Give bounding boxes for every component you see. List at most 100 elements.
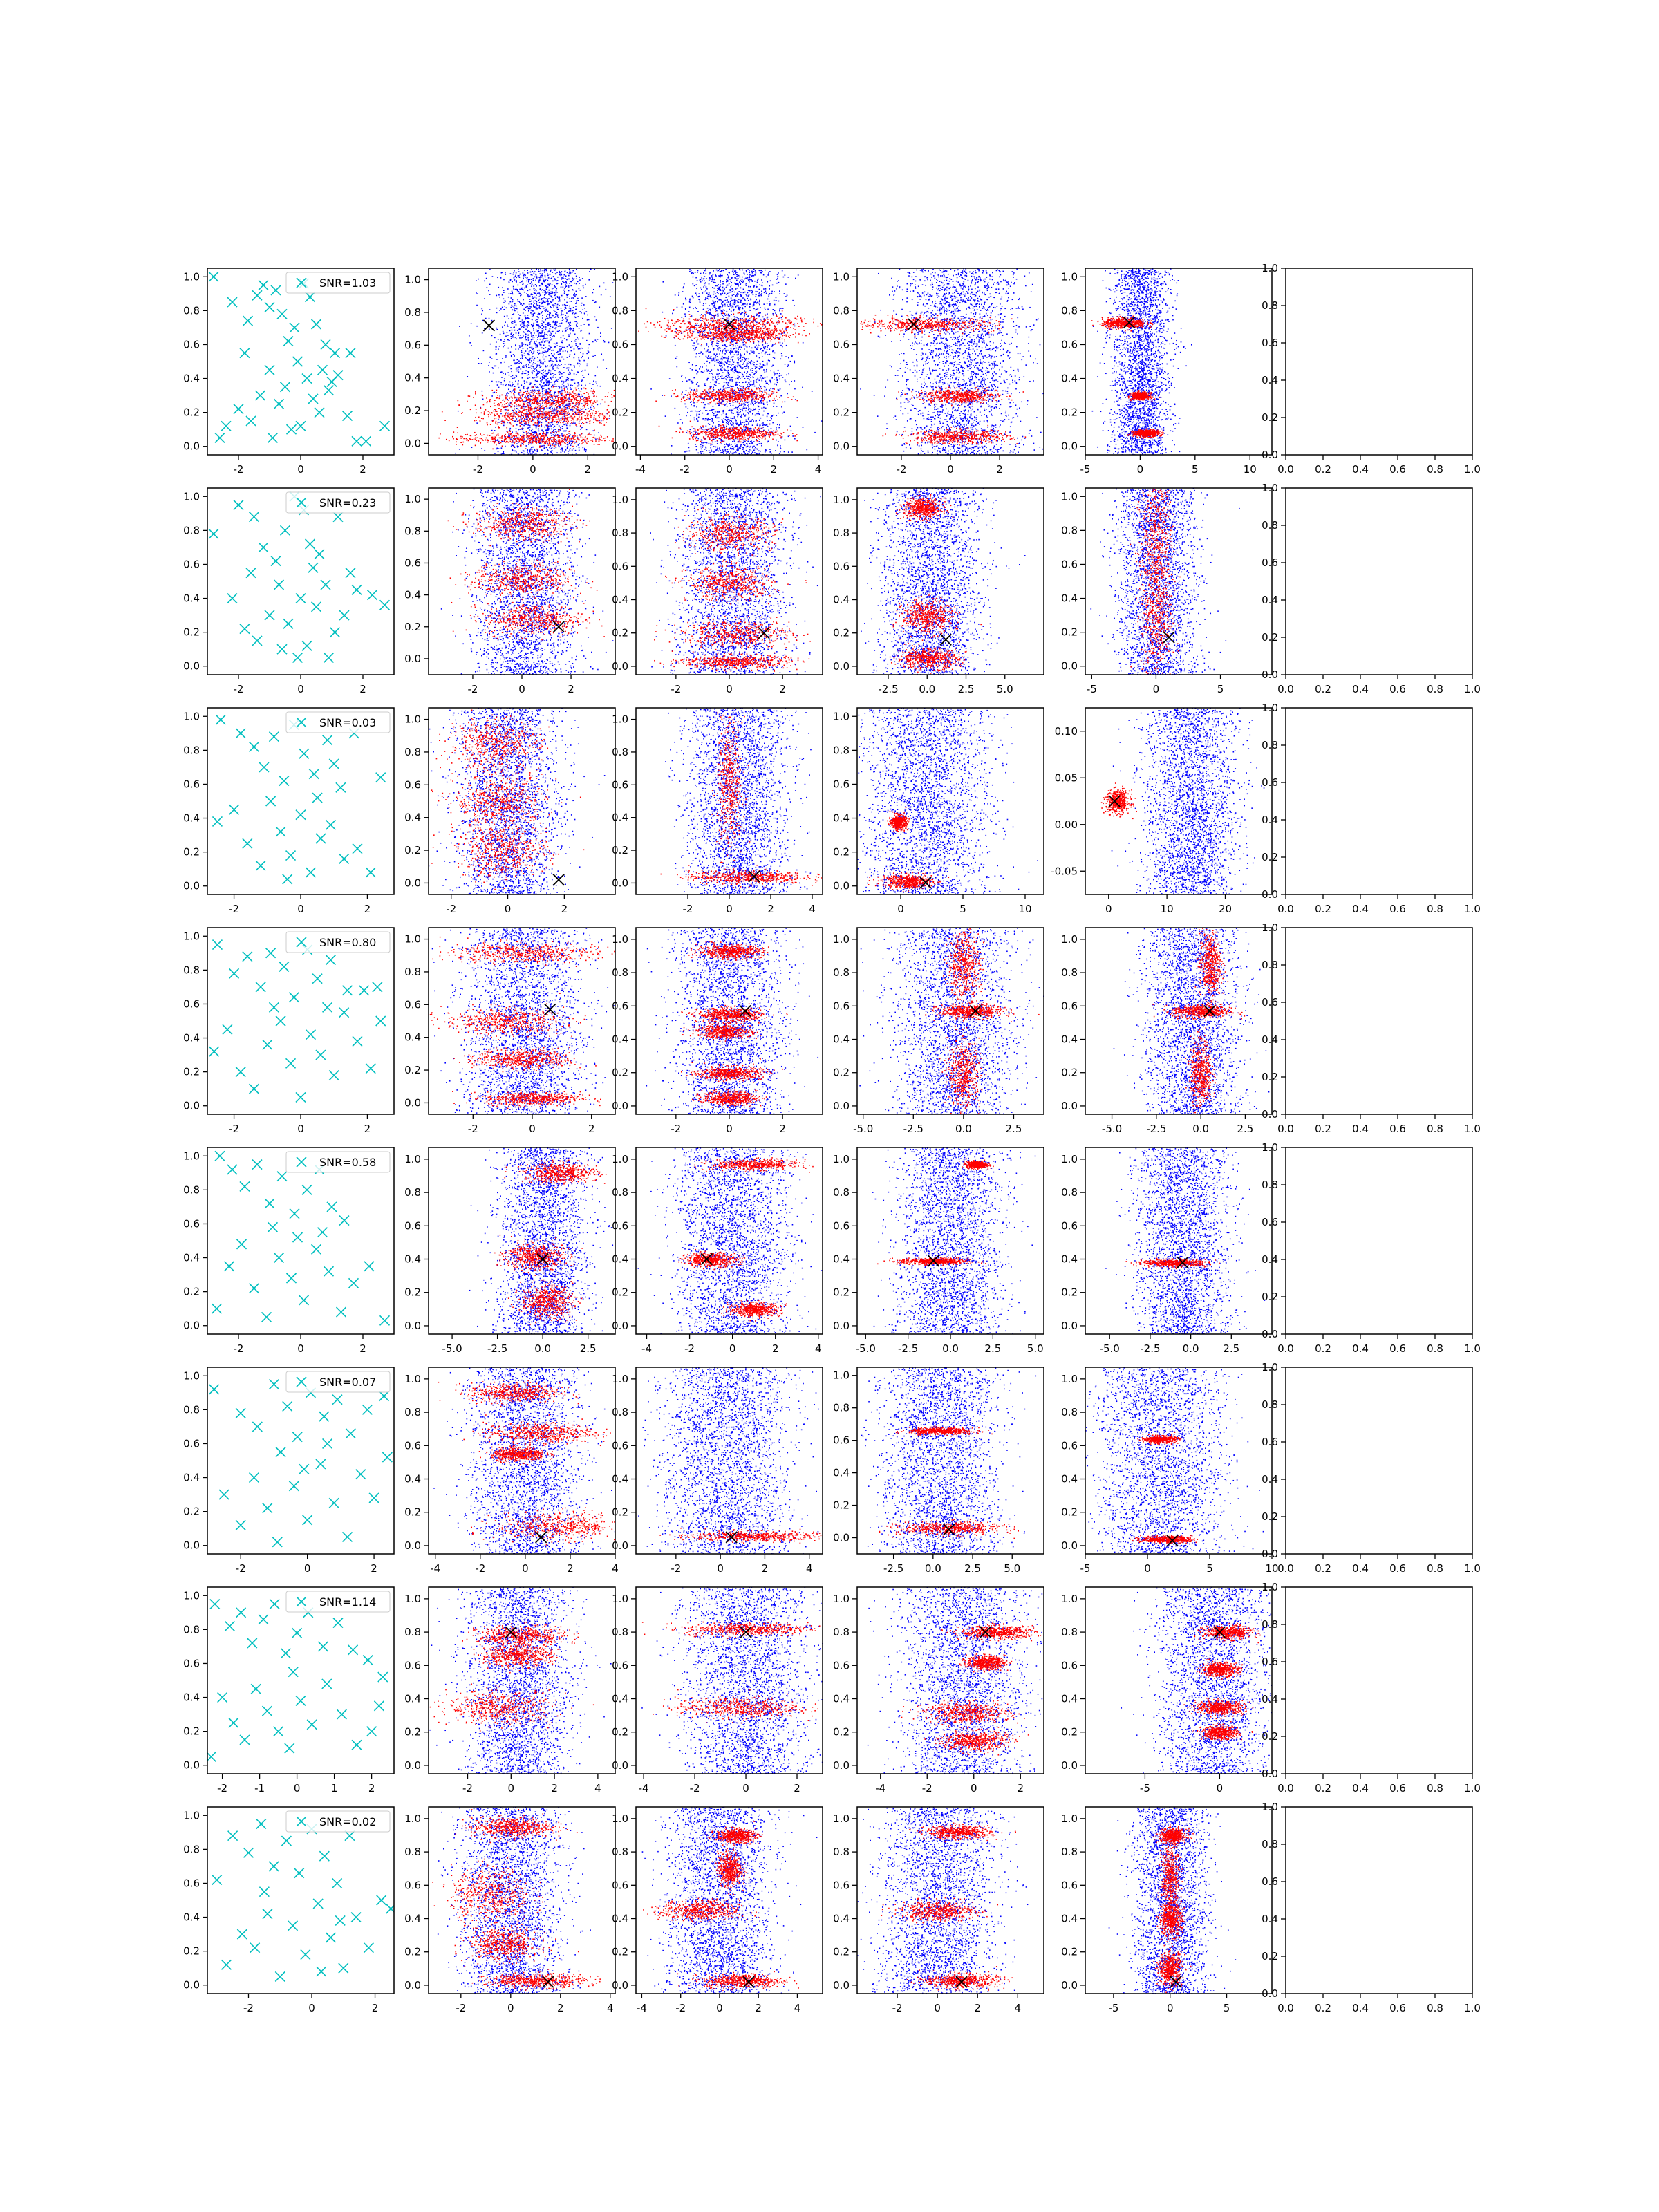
red-point xyxy=(518,439,520,440)
blue-point xyxy=(608,342,610,344)
blue-point xyxy=(544,310,545,311)
blue-point xyxy=(536,387,537,388)
red-point xyxy=(556,419,558,420)
blue-point xyxy=(778,301,780,302)
blue-point xyxy=(536,408,537,409)
blue-point xyxy=(757,449,758,450)
red-point xyxy=(558,444,559,445)
blue-point xyxy=(555,317,556,318)
red-point xyxy=(483,434,485,435)
blue-point xyxy=(562,304,563,306)
blue-point xyxy=(592,384,594,385)
blue-point xyxy=(521,444,523,445)
blue-point xyxy=(704,314,706,315)
blue-point xyxy=(552,291,553,292)
blue-point xyxy=(568,326,570,327)
red-point xyxy=(533,424,534,426)
blue-point xyxy=(598,432,599,433)
red-point xyxy=(604,440,606,442)
red-point xyxy=(532,395,534,396)
blue-point xyxy=(490,344,491,345)
blue-point xyxy=(531,339,532,341)
red-point xyxy=(526,413,527,414)
blue-point xyxy=(536,432,537,433)
red-point xyxy=(570,393,571,394)
red-point xyxy=(505,406,507,408)
red-point xyxy=(554,412,555,413)
blue-point xyxy=(545,326,547,328)
red-point xyxy=(540,410,541,411)
red-point xyxy=(559,439,561,440)
blue-point xyxy=(508,348,509,349)
red-point xyxy=(575,424,577,426)
blue-point xyxy=(564,299,565,301)
blue-point xyxy=(524,438,525,440)
blue-point xyxy=(747,316,748,317)
red-point xyxy=(542,418,543,420)
blue-point xyxy=(563,276,564,278)
red-point xyxy=(543,415,544,416)
red-point xyxy=(525,416,526,418)
blue-point xyxy=(748,363,749,364)
blue-point xyxy=(537,387,538,388)
blue-point xyxy=(543,321,545,323)
blue-point xyxy=(540,445,541,447)
red-point xyxy=(549,393,550,395)
red-point xyxy=(565,415,567,416)
blue-point xyxy=(550,373,552,374)
blue-point xyxy=(533,304,534,306)
red-point xyxy=(563,438,564,439)
blue-point xyxy=(542,439,543,440)
blue-point xyxy=(532,294,534,295)
blue-point xyxy=(550,328,551,330)
blue-point xyxy=(511,346,512,348)
blue-point xyxy=(722,281,724,283)
blue-point xyxy=(570,322,571,324)
blue-point xyxy=(596,319,597,321)
blue-point xyxy=(532,377,534,379)
red-point xyxy=(588,433,590,435)
blue-point xyxy=(518,363,520,364)
red-point xyxy=(567,437,568,438)
blue-point xyxy=(541,429,543,431)
blue-point xyxy=(733,356,734,357)
x-tick-label: 0 xyxy=(297,463,304,476)
blue-point xyxy=(518,384,519,386)
blue-point xyxy=(748,316,749,317)
red-point xyxy=(541,400,542,401)
red-point xyxy=(583,405,585,406)
blue-point xyxy=(539,294,541,295)
red-point xyxy=(543,441,545,442)
red-point xyxy=(547,412,548,413)
blue-point xyxy=(517,299,518,300)
red-point xyxy=(514,442,515,444)
blue-point xyxy=(538,330,539,332)
red-point xyxy=(611,394,612,395)
blue-point xyxy=(538,269,539,270)
red-point xyxy=(528,415,529,416)
blue-point xyxy=(712,374,713,375)
red-point xyxy=(485,409,487,411)
blue-point xyxy=(571,379,572,381)
red-point xyxy=(487,442,489,443)
red-point xyxy=(600,440,601,441)
red-point xyxy=(505,434,506,435)
blue-point xyxy=(550,270,552,271)
red-point xyxy=(541,406,543,408)
red-point xyxy=(477,437,478,438)
blue-point xyxy=(551,338,552,339)
red-point xyxy=(568,412,569,413)
red-point xyxy=(573,397,574,399)
red-point xyxy=(512,418,513,420)
red-point xyxy=(480,442,481,444)
red-point xyxy=(552,411,553,412)
blue-point xyxy=(565,330,567,332)
blue-point xyxy=(545,361,546,362)
blue-point xyxy=(539,296,541,297)
blue-point xyxy=(542,284,543,285)
blue-point xyxy=(482,391,483,392)
blue-point xyxy=(554,433,556,434)
red-point xyxy=(567,413,568,415)
blue-point xyxy=(533,330,534,331)
blue-point xyxy=(523,409,525,410)
